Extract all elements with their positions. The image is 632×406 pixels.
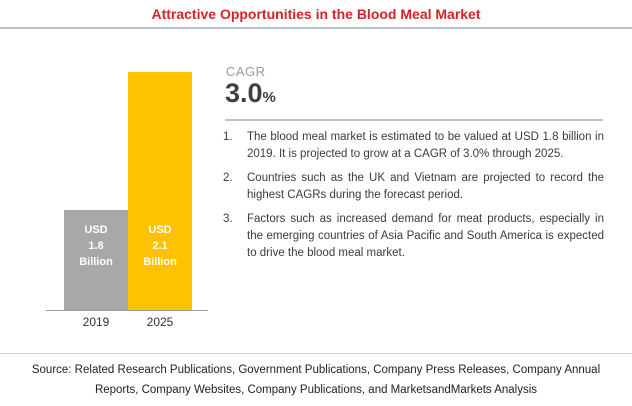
x-tick-2019: 2019 (82, 315, 110, 329)
key-point-1: 1. The blood meal market is estimated to … (223, 129, 604, 163)
key-point-3: 3. Factors such as increased demand for m… (223, 211, 604, 262)
key-point-text: The blood meal market is estimated to be… (247, 131, 604, 160)
bar-2019: USD 1.8 Billion (64, 210, 128, 310)
x-axis-line (46, 310, 208, 311)
key-point-number: 1. (223, 131, 233, 143)
key-point-text: Factors such as increased demand for mea… (247, 213, 604, 259)
bar-2025: USD 2.1 Billion (128, 72, 192, 310)
cagr-number: 3.0 (225, 78, 263, 108)
key-point-number: 3. (223, 213, 233, 225)
cagr-value: 3.0% (225, 78, 276, 109)
key-points-list: 1. The blood meal market is estimated to … (223, 129, 604, 269)
key-point-number: 2. (223, 172, 233, 184)
source-divider (0, 353, 632, 354)
x-axis-labels: 2019 2025 (64, 315, 192, 329)
key-point-2: 2. Countries such as the UK and Vietnam a… (223, 170, 604, 204)
x-tick-2025: 2025 (146, 315, 174, 329)
title-divider (0, 27, 632, 29)
key-point-text: Countries such as the UK and Vietnam are… (247, 172, 604, 201)
cagr-divider (225, 119, 603, 121)
source-note: Source: Related Research Publications, G… (31, 364, 601, 397)
bar-value-label: USD 1.8 Billion (79, 224, 113, 268)
bar-value-label: USD 2.1 Billion (143, 224, 177, 268)
bar-chart: USD 1.8 Billion USD 2.1 Billion (64, 72, 192, 310)
page-title: Attractive Opportunities in the Blood Me… (151, 6, 481, 22)
cagr-label: CAGR (226, 64, 266, 79)
percent-sign: % (262, 89, 276, 106)
